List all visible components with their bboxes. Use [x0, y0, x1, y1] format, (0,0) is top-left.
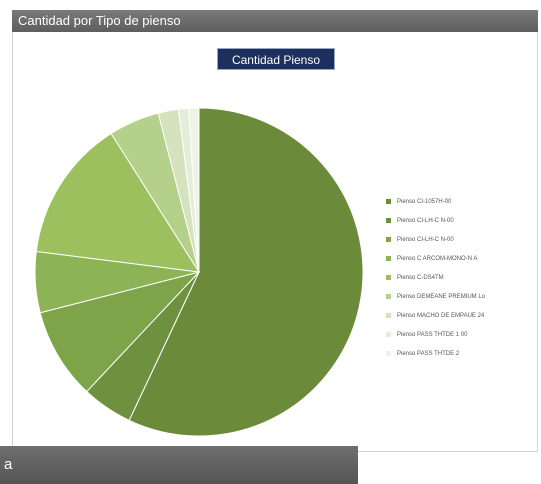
pie-slice-3	[39, 271, 201, 393]
legend-label: Pienso MACHO DE EMPAUE 24	[397, 312, 485, 319]
legend-item: Pienso CI-LH-C N-00	[386, 230, 536, 249]
legend-item: Pienso MACHO DE EMPAUE 24	[386, 306, 536, 325]
legend-swatch	[386, 332, 391, 337]
legend-swatch	[386, 237, 391, 242]
footer-bar: a	[0, 446, 358, 484]
legend-swatch	[386, 313, 391, 318]
legend-swatch	[386, 351, 391, 356]
legend-item: Pienso C-DS4TM	[386, 268, 536, 287]
chart-legend: Pienso CI-1057H-00 Pienso CI-LH-C N-00 Pie…	[386, 192, 536, 363]
footer-label: a	[4, 456, 13, 473]
legend-label: Pienso PASS THTDE 1 00	[397, 331, 468, 338]
legend-label: Pienso CI-1057H-00	[397, 198, 452, 205]
legend-swatch	[386, 294, 391, 299]
legend-swatch	[386, 256, 391, 261]
legend-label: Pienso DEMEANE PREMIUM Lo	[397, 293, 486, 300]
legend-label: Pienso C-DS4TM	[397, 274, 444, 281]
legend-item: Pienso PASS THTDE 2	[386, 344, 536, 363]
chart-title: Cantidad Pienso	[217, 48, 335, 70]
legend-label: Pienso PASS THTDE 2	[397, 350, 460, 357]
legend-item: Pienso DEMEANE PREMIUM Lo	[386, 287, 536, 306]
legend-swatch	[386, 218, 391, 223]
legend-item: Pienso CI-LH-C N-00	[386, 211, 536, 230]
legend-label: Pienso CI-LH-C N-00	[397, 236, 454, 243]
legend-item: Pienso C ARCOM-MONO-N A	[386, 249, 536, 268]
pie-slices	[34, 107, 364, 437]
pie-slice-5	[35, 132, 200, 273]
legend-swatch	[386, 275, 391, 280]
legend-item: Pienso CI-1057H-00	[386, 192, 536, 211]
pie-slice-1	[128, 107, 364, 437]
chart-header-bar: Cantidad por Tipo de pienso	[12, 10, 538, 32]
pie-slice-9	[188, 107, 200, 273]
legend-swatch	[386, 199, 391, 204]
chart-header-title: Cantidad por Tipo de pienso	[18, 13, 181, 28]
legend-label: Pienso C ARCOM-MONO-N A	[397, 255, 478, 262]
legend-item: Pienso PASS THTDE 1 00	[386, 325, 536, 344]
legend-label: Pienso CI-LH-C N-00	[397, 217, 454, 224]
